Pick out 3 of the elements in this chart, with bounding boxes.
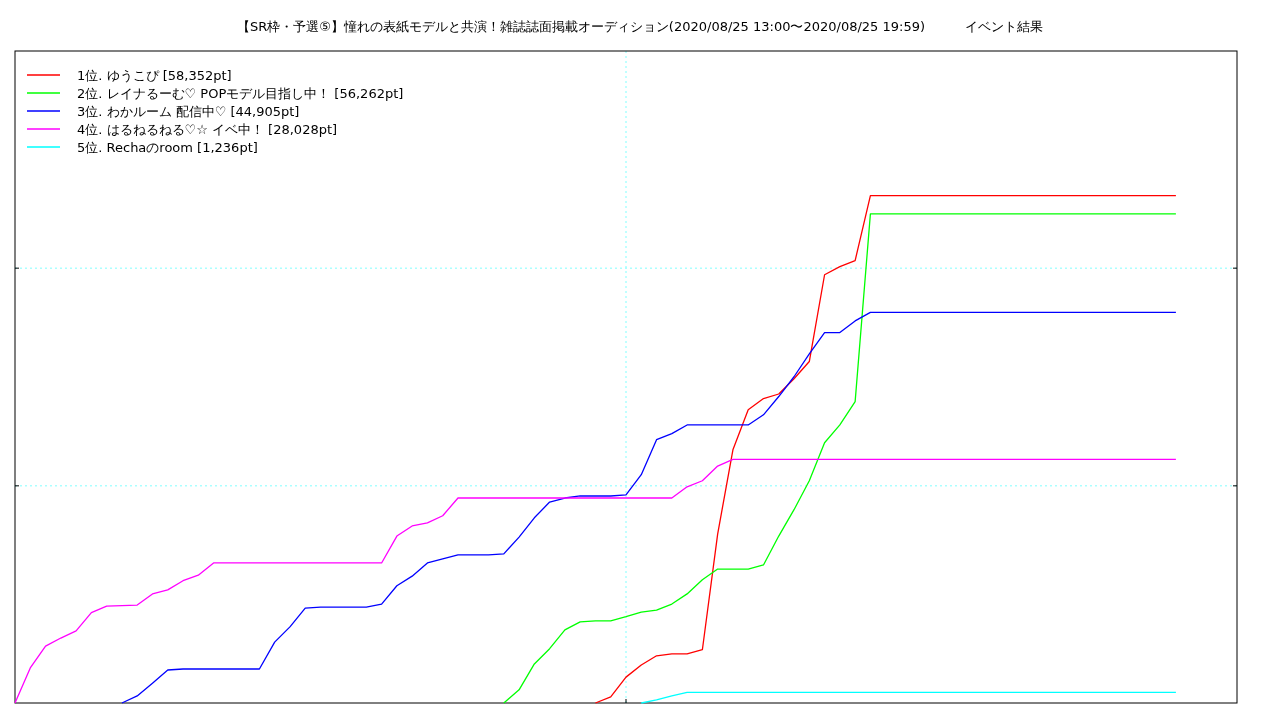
subtitle: イベント結果 [965,19,1044,34]
title: 【SR枠・予選⑤】憧れの表紙モデルと共演！雑誌誌面掲載オーディション(2020/08/25 13:00〜2020/08/25 19:59) イベント結果 [236,19,1044,34]
chart-title: 【SR枠・予選⑤】憧れの表紙モデルと共演！雑誌誌面掲載オーディション(2020/08/25 13:00〜2020/08/25 19:59) [236,19,926,34]
